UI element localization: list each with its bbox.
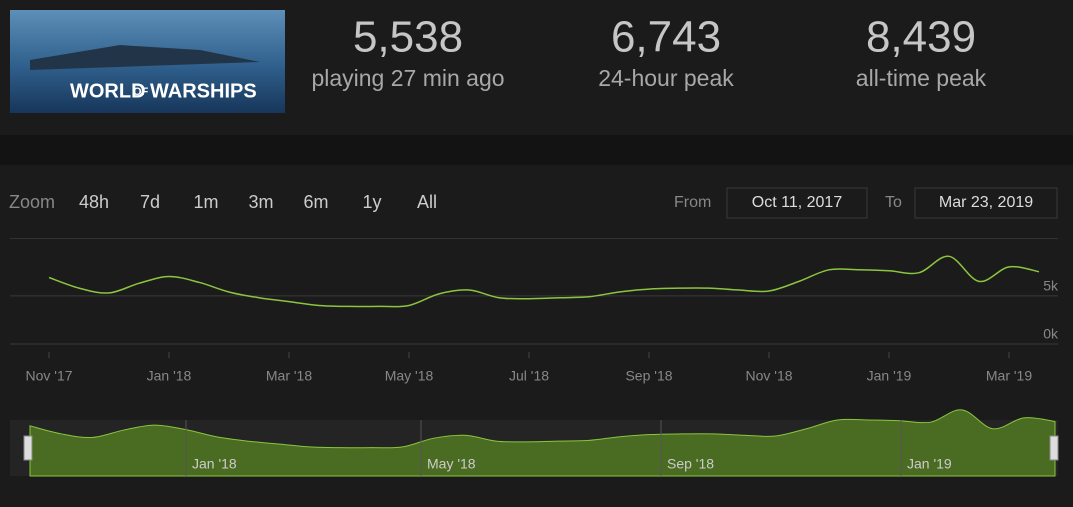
zoom-option[interactable]: All [417, 192, 437, 212]
x-tick-label: Jan '19 [867, 368, 912, 384]
from-date: Oct 11, 2017 [752, 194, 843, 211]
navigator-label: Sep '18 [667, 456, 714, 472]
from-label: From [674, 194, 711, 211]
x-tick-label: Jan '18 [147, 368, 192, 384]
to-date: Mar 23, 2019 [939, 194, 1033, 211]
x-tick-label: Nov '18 [745, 368, 792, 384]
x-tick-label: Mar '19 [986, 368, 1032, 384]
chart-border [10, 238, 1058, 239]
x-tick-label: Jul '18 [509, 368, 549, 384]
divider [0, 135, 1073, 165]
navigator-label: Jan '19 [907, 456, 952, 472]
zoom-option[interactable]: 3m [248, 192, 273, 212]
stat-label: playing 27 min ago [311, 65, 504, 91]
date-input[interactable] [914, 187, 1058, 219]
stat-value: 8,439 [866, 13, 976, 62]
zoom-label: Zoom [9, 192, 55, 212]
to-label: To [885, 194, 902, 211]
y-tick-label: 5k [1043, 278, 1059, 294]
zoom-option[interactable]: 1y [362, 192, 381, 212]
date-input[interactable] [726, 187, 868, 219]
zoom-option[interactable]: 48h [79, 192, 109, 212]
x-tick-label: Nov '17 [25, 368, 72, 384]
x-tick-label: May '18 [385, 368, 434, 384]
logo-text: OF [133, 86, 149, 98]
stat-value: 6,743 [611, 13, 721, 62]
navigator-area [29, 409, 1056, 477]
navigator-label: May '18 [427, 456, 476, 472]
navigator-handle[interactable] [23, 435, 33, 461]
x-tick-label: Mar '18 [266, 368, 312, 384]
zoom-option[interactable]: 1m [193, 192, 218, 212]
zoom-option[interactable]: 7d [140, 192, 160, 212]
stat-label: all-time peak [856, 65, 987, 91]
series-line [48, 255, 1040, 308]
logo-text: WORLD [70, 80, 146, 102]
stat-value: 5,538 [353, 13, 463, 62]
y-tick-label: 0k [1043, 326, 1059, 342]
navigator-handle[interactable] [1049, 435, 1059, 461]
navigator-label: Jan '18 [192, 456, 237, 472]
stat-label: 24-hour peak [598, 65, 734, 91]
zoom-option[interactable]: 6m [303, 192, 328, 212]
logo-text: WARSHIPS [150, 80, 257, 102]
x-tick-label: Sep '18 [625, 368, 672, 384]
ship-art [30, 45, 260, 70]
